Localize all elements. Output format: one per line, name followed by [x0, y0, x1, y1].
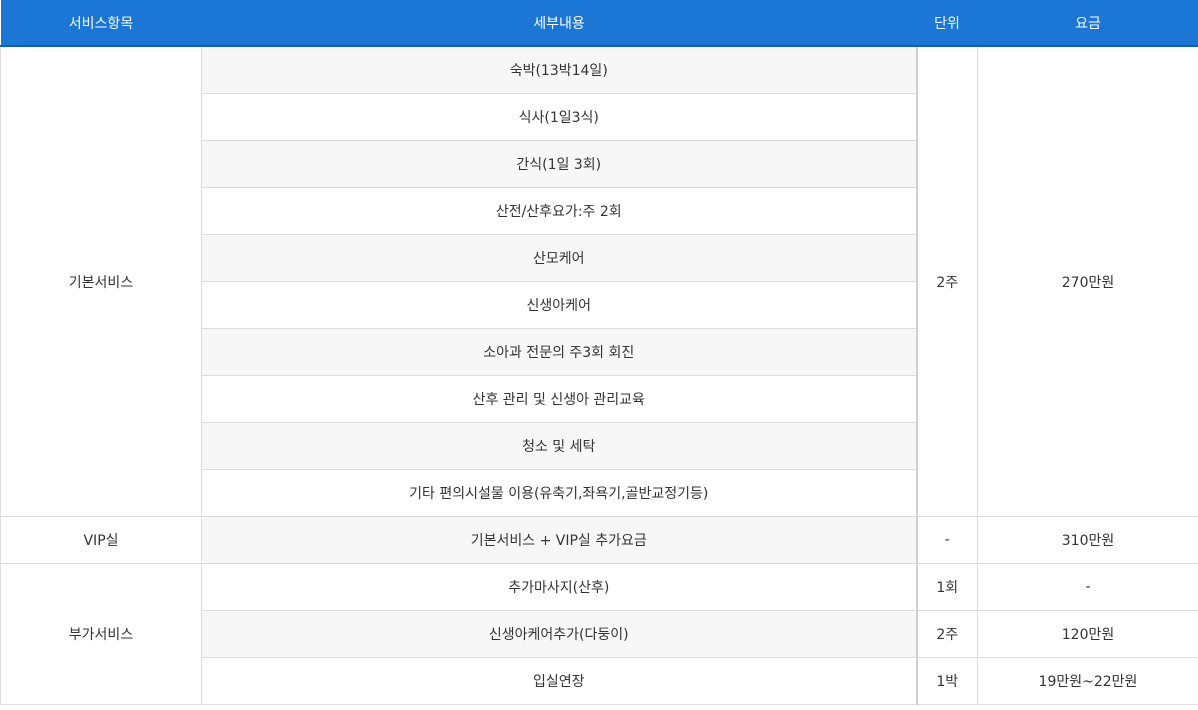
extra-unit: 1박 — [916, 657, 978, 705]
table-row: 신생아케어 — [1, 281, 1198, 329]
extra-service-name: 부가서비스 — [0, 563, 202, 705]
basic-detail: 산모케어 — [201, 234, 918, 282]
basic-detail: 식사(1일3식) — [201, 93, 918, 141]
vip-unit: - — [916, 516, 978, 564]
table-row: 간식(1일 3회) — [1, 140, 1198, 188]
vip-detail: 기본서비스 + VIP실 추가요금 — [201, 516, 918, 564]
extra-detail: 입실연장 — [201, 657, 918, 705]
header-detail: 세부내용 — [201, 0, 917, 47]
basic-detail: 신생아케어 — [201, 281, 918, 329]
basic-detail: 산전/산후요가:주 2회 — [201, 187, 918, 235]
table-row: 산모케어 — [1, 234, 1198, 282]
extra-price: - — [977, 563, 1198, 611]
basic-detail: 소아과 전문의 주3회 회진 — [201, 328, 918, 376]
table-row: 청소 및 세탁 — [1, 422, 1198, 470]
table-row: VIP실 기본서비스 + VIP실 추가요금 - 310만원 — [0, 516, 1198, 564]
extra-detail: 추가마사지(산후) — [201, 563, 918, 611]
extra-price: 19만원~22만원 — [977, 657, 1198, 705]
extra-unit: 2주 — [916, 610, 978, 658]
header-row: 서비스항목 세부내용 단위 요금 — [0, 0, 1198, 47]
basic-detail: 산후 관리 및 신생아 관리교육 — [201, 375, 918, 423]
table-row: 기타 편의시설물 이용(유축기,좌욕기,골반교정기등) — [1, 469, 1198, 517]
basic-detail: 숙박(13박14일) — [201, 45, 918, 94]
vip-service-name: VIP실 — [0, 516, 202, 564]
table-row: 산전/산후요가:주 2회 — [1, 187, 1198, 235]
header-item: 서비스항목 — [0, 0, 202, 47]
basic-service-price: 270만원 — [977, 45, 1198, 517]
table-row: 신생아케어추가(다둥이) 2주 120만원 — [1, 610, 1198, 658]
table-row: 부가서비스 추가마사지(산후) 1회 - — [0, 563, 1198, 705]
extra-unit: 1회 — [916, 563, 978, 611]
basic-detail: 기타 편의시설물 이용(유축기,좌욕기,골반교정기등) — [201, 469, 918, 517]
basic-service-name: 기본서비스 — [0, 45, 202, 517]
vip-price: 310만원 — [977, 516, 1198, 564]
header-unit: 단위 — [916, 0, 978, 47]
basic-detail: 청소 및 세탁 — [201, 422, 918, 470]
basic-detail: 간식(1일 3회) — [201, 140, 918, 188]
table-row: 식사(1일3식) — [1, 93, 1198, 141]
basic-service-unit: 2주 — [916, 45, 978, 517]
header-price: 요금 — [977, 0, 1198, 47]
table-row: 소아과 전문의 주3회 회진 — [1, 328, 1198, 376]
table-row: 기본서비스 숙박(13박14일) 2주 270만원 — [0, 45, 1198, 517]
extra-detail: 신생아케어추가(다둥이) — [201, 610, 918, 658]
extra-price: 120만원 — [977, 610, 1198, 658]
table-row: 입실연장 1박 19만원~22만원 — [1, 657, 1198, 705]
